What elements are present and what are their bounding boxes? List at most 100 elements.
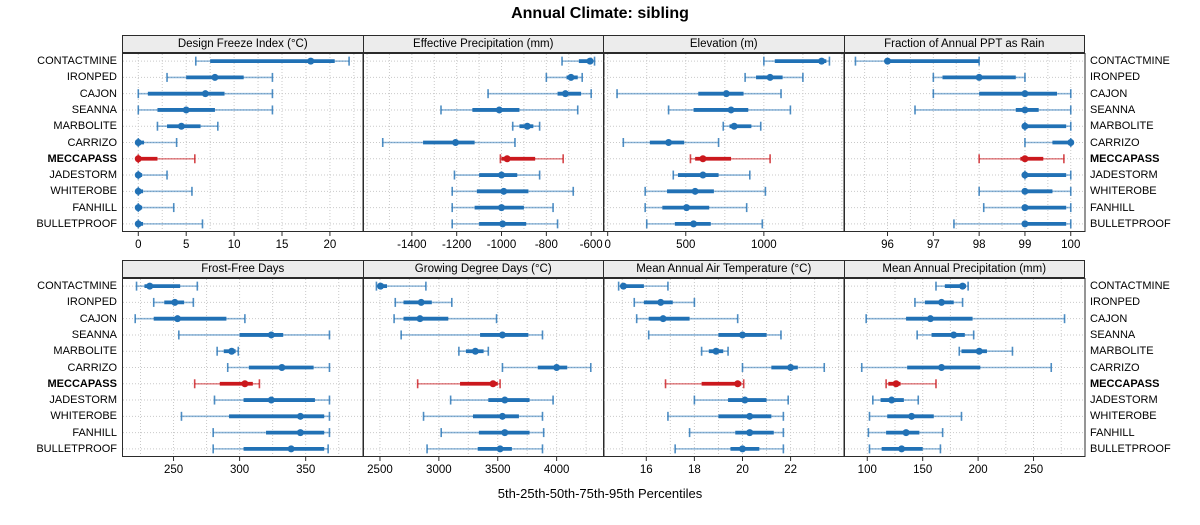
series-row <box>137 105 274 115</box>
series-row <box>449 395 554 405</box>
panel-plot-6: 16 18 20 22 <box>603 278 845 476</box>
x-tick-label: -600 <box>579 239 602 251</box>
percentiles-caption: 5th-25th-50th-75th-95th Percentiles <box>497 486 703 501</box>
panel-border <box>843 278 1085 457</box>
series-row <box>511 121 540 131</box>
gridlines <box>604 279 843 456</box>
series-row <box>134 138 178 147</box>
series-row <box>932 89 1072 99</box>
series <box>375 281 592 454</box>
series-row <box>499 154 564 164</box>
series-row <box>934 281 969 291</box>
x-tick-label: 100 <box>1061 239 1080 251</box>
panel-plot-7: 100 150 200 250 <box>843 278 1085 476</box>
series-row <box>213 395 331 405</box>
panel-plot-4: 250 300 350 <box>122 278 364 476</box>
panel-title: Mean Annual Precipitation (mm) <box>882 263 1047 275</box>
site-label-right: MARBOLITE <box>1090 345 1154 358</box>
x-tick-label: -1200 <box>441 239 470 251</box>
series-row <box>486 89 592 99</box>
x-tick-label: 150 <box>913 464 932 476</box>
site-label-right: CARRIZO <box>1090 136 1140 149</box>
series <box>381 56 595 229</box>
series-row <box>868 444 941 454</box>
site-label-left: WHITEROBE <box>50 410 117 423</box>
panel-plot-3: 96 97 98 99 100 <box>843 53 1085 251</box>
site-label-right: FANHILL <box>1090 426 1135 439</box>
panel-title: Growing Degree Days (°C) <box>414 263 552 275</box>
series-row <box>134 314 246 324</box>
series-row <box>689 154 771 164</box>
series-row <box>977 186 1072 196</box>
panel-plot-0: 0 5 10 15 20 <box>122 53 364 251</box>
x-tick-label: 98 <box>972 239 985 251</box>
panel-plot-1: -1400 -1200 -1000 -800 -600 <box>362 53 604 251</box>
x-tick-label: 15 <box>276 239 289 251</box>
series-row <box>393 297 453 307</box>
series-row <box>450 219 558 229</box>
series-row <box>871 395 919 405</box>
site-label-left: JADESTORM <box>49 169 117 182</box>
series <box>860 281 1065 454</box>
panel-strip: Elevation (m) <box>603 35 845 53</box>
x-tick-label: 2500 <box>367 464 393 476</box>
panel-strip: Fraction of Annual PPT as Rain <box>843 35 1085 53</box>
series-row <box>932 72 1026 82</box>
panel-strip: Mean Annual Air Temperature (°C) <box>603 260 845 278</box>
series-row <box>180 411 331 421</box>
series <box>616 56 831 229</box>
series <box>854 56 1074 229</box>
site-label-left: BULLETPROOF <box>36 442 117 455</box>
site-label-right: WHITEROBE <box>1090 410 1157 423</box>
x-tick-label: 20 <box>324 239 337 251</box>
series-row <box>617 281 669 291</box>
series-row <box>137 89 274 99</box>
series-row <box>212 428 331 438</box>
site-label-right: MARBOLITE <box>1090 120 1154 133</box>
series-row <box>152 297 195 307</box>
x-tick-label: 96 <box>881 239 894 251</box>
series-row <box>134 154 196 164</box>
site-label-left: CONTACTMINE <box>37 280 117 293</box>
site-label-left: CARRIZO <box>67 361 118 374</box>
series-row <box>622 138 720 147</box>
site-label-right: JADESTORM <box>1090 394 1158 407</box>
series-row <box>422 411 543 421</box>
site-label-right: CONTACTMINE <box>1090 55 1170 68</box>
series-row <box>667 105 792 115</box>
series-row <box>156 121 219 131</box>
site-label-left: IRONPED <box>66 296 117 309</box>
site-label-right: SEANNA <box>1090 328 1136 341</box>
series-row <box>166 72 274 82</box>
series-row <box>722 121 762 131</box>
series-row <box>982 203 1072 213</box>
series-row <box>913 297 963 307</box>
series-row <box>645 219 764 229</box>
series-row <box>560 56 595 66</box>
series-row <box>674 444 785 454</box>
series-row <box>741 363 826 372</box>
x-tick-label: 350 <box>296 464 315 476</box>
site-label-left: CAJON <box>79 312 117 325</box>
series-row <box>635 314 739 324</box>
series-row <box>134 219 204 229</box>
site-label-left: MARBOLITE <box>53 120 117 133</box>
panel-strip: Frost-Free Days <box>122 260 364 278</box>
series-row <box>226 363 331 372</box>
site-label-right: IRONPED <box>1090 296 1141 309</box>
series-row <box>135 281 199 291</box>
series-row <box>644 203 748 213</box>
series-row <box>693 395 789 405</box>
site-label-left: MECCAPASS <box>47 377 117 390</box>
series <box>617 281 826 454</box>
x-axis: 0 500 1000 <box>604 232 777 251</box>
series-row <box>1020 121 1072 131</box>
series-row <box>193 379 261 389</box>
site-label-left: CAJON <box>79 87 117 100</box>
series-row <box>688 428 785 438</box>
series-row <box>457 346 489 356</box>
series-row <box>425 444 543 454</box>
series-row <box>375 281 427 291</box>
series-row <box>884 379 937 389</box>
